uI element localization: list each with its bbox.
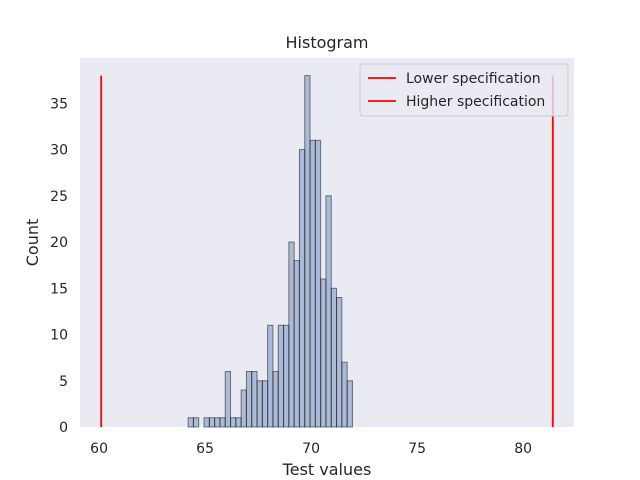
x-axis-label: Test values: [282, 460, 372, 479]
x-axis-ticks: 60 65 70 75 80: [90, 441, 532, 457]
histogram-bar: [336, 297, 343, 428]
histogram-bar: [267, 324, 274, 428]
histogram-bar: [256, 380, 263, 428]
histogram-bar: [330, 287, 338, 428]
y-tick-label: 0: [59, 420, 68, 436]
y-tick-label: 10: [50, 328, 68, 344]
x-tick-label: 70: [302, 441, 320, 457]
histogram-bar: [314, 139, 322, 428]
histogram-bar: [341, 361, 348, 428]
legend-label-higher-spec: Higher specification: [406, 94, 545, 110]
histogram-bars: [187, 75, 353, 428]
histogram-bar: [325, 195, 332, 428]
legend-label-lower-spec: Lower specification: [406, 71, 541, 87]
histogram-bar: [230, 417, 237, 428]
histogram-bar: [304, 75, 311, 428]
y-tick-label: 5: [59, 374, 68, 390]
x-tick-label: 60: [90, 441, 108, 457]
histogram-bar: [235, 417, 242, 428]
histogram-bar: [251, 371, 258, 428]
y-tick-label: 15: [50, 281, 68, 297]
histogram-bar: [224, 371, 232, 428]
x-tick-label: 80: [514, 441, 532, 457]
histogram-bar: [187, 417, 194, 428]
y-axis-ticks: 0 5 10 15 20 25 30 35: [50, 96, 68, 436]
histogram-bar: [293, 260, 300, 428]
histogram-bar: [346, 380, 353, 428]
histogram-bar: [261, 380, 269, 428]
specification-lines: [100, 75, 554, 427]
histogram-bar: [245, 371, 253, 428]
chart-title: Histogram: [286, 33, 369, 52]
y-tick-label: 20: [50, 235, 68, 251]
y-tick-label: 35: [50, 96, 68, 112]
x-tick-label: 75: [408, 441, 426, 457]
y-tick-label: 30: [50, 143, 68, 159]
histogram-bar: [214, 417, 221, 428]
x-tick-label: 65: [196, 441, 214, 457]
histogram-bar: [272, 371, 279, 428]
legend: Lower specification Higher specification: [359, 63, 569, 117]
histogram-bar: [298, 149, 306, 428]
histogram-bar: [203, 417, 210, 428]
histogram-bar: [277, 324, 285, 428]
histogram-bar: [192, 417, 200, 428]
histogram-bar: [309, 139, 316, 428]
histogram-bar: [208, 417, 216, 428]
histogram-bar: [288, 241, 295, 428]
y-axis-label: Count: [23, 219, 42, 267]
histogram-bar: [240, 389, 247, 428]
legend-box: [359, 63, 569, 117]
histogram-bar: [219, 417, 226, 428]
histogram-bar: [283, 324, 290, 428]
plot-area: [80, 58, 574, 427]
histogram-bar: [320, 278, 327, 428]
y-tick-label: 25: [50, 189, 68, 205]
